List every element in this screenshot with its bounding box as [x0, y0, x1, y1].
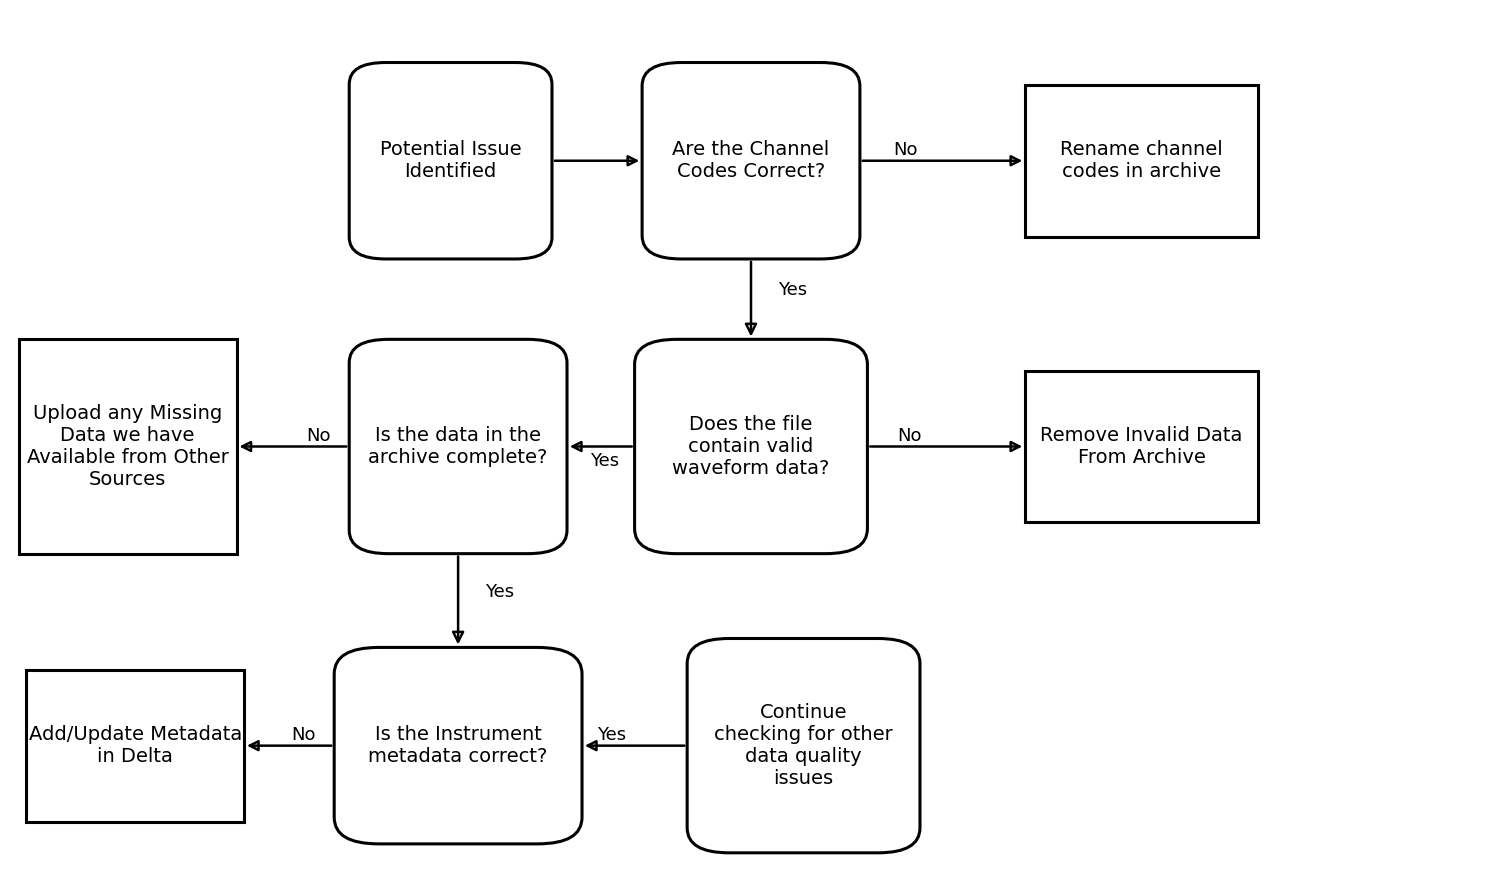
Text: Potential Issue
Identified: Potential Issue Identified	[380, 140, 521, 181]
Text: Yes: Yes	[485, 582, 514, 601]
Text: Remove Invalid Data
From Archive: Remove Invalid Data From Archive	[1041, 426, 1242, 467]
Text: No: No	[898, 427, 922, 445]
Text: Is the data in the
archive complete?: Is the data in the archive complete?	[368, 426, 548, 467]
FancyBboxPatch shape	[333, 647, 583, 844]
Text: No: No	[306, 427, 330, 445]
FancyBboxPatch shape	[1026, 85, 1259, 237]
Text: Continue
checking for other
data quality
issues: Continue checking for other data quality…	[713, 703, 894, 789]
FancyBboxPatch shape	[348, 63, 553, 259]
FancyBboxPatch shape	[643, 63, 859, 259]
Text: Yes: Yes	[590, 452, 619, 470]
Text: Does the file
contain valid
waveform data?: Does the file contain valid waveform dat…	[673, 415, 829, 478]
Text: Rename channel
codes in archive: Rename channel codes in archive	[1060, 140, 1223, 181]
Text: No: No	[291, 726, 315, 744]
FancyBboxPatch shape	[688, 638, 919, 853]
Text: No: No	[894, 141, 918, 159]
Text: Yes: Yes	[598, 726, 626, 744]
FancyBboxPatch shape	[348, 339, 566, 554]
Text: Is the Instrument
metadata correct?: Is the Instrument metadata correct?	[368, 725, 548, 766]
FancyBboxPatch shape	[635, 339, 868, 554]
FancyBboxPatch shape	[27, 670, 243, 822]
FancyBboxPatch shape	[20, 339, 237, 554]
Text: Are the Channel
Codes Correct?: Are the Channel Codes Correct?	[673, 140, 829, 181]
FancyBboxPatch shape	[1026, 371, 1259, 522]
Text: Yes: Yes	[778, 281, 807, 299]
Text: Add/Update Metadata
in Delta: Add/Update Metadata in Delta	[29, 725, 242, 766]
Text: Upload any Missing
Data we have
Available from Other
Sources: Upload any Missing Data we have Availabl…	[27, 404, 228, 489]
